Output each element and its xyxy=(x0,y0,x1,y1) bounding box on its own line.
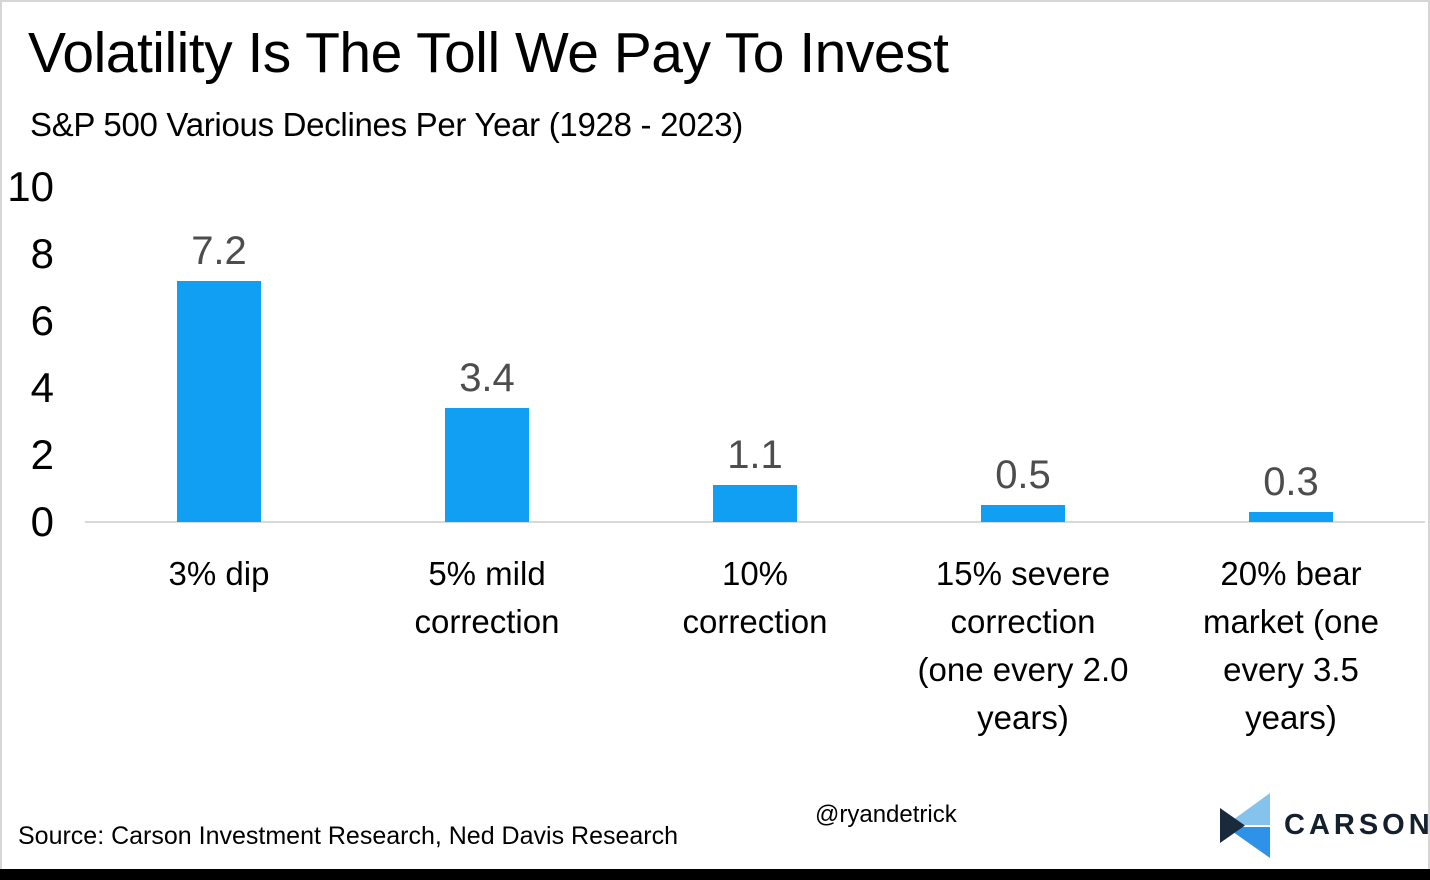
bar xyxy=(177,280,261,522)
bar-value-label: 7.2 xyxy=(191,228,247,273)
y-axis-tick-label: 4 xyxy=(30,364,54,411)
x-axis-label: 3% dip xyxy=(168,555,270,592)
chart-title: Volatility Is The Toll We Pay To Invest xyxy=(28,21,949,85)
bar-value-label: 0.3 xyxy=(1263,459,1319,504)
x-axis-label: 15% severe correction (one every 2.0 yea… xyxy=(917,555,1129,736)
x-axis-line xyxy=(85,521,1425,523)
carson-logo-text: CARSON xyxy=(1284,808,1430,841)
twitter-handle: @ryandetrick xyxy=(815,801,957,828)
y-axis-tick-label: 8 xyxy=(30,230,54,277)
y-axis-tick-label: 0 xyxy=(30,498,54,545)
bottom-strip xyxy=(0,869,1430,880)
bar-value-label: 1.1 xyxy=(727,433,783,478)
bar xyxy=(981,505,1065,522)
bar-value-label: 3.4 xyxy=(459,356,515,401)
y-axis-tick-label: 10 xyxy=(7,163,54,210)
chart-subtitle: S&P 500 Various Declines Per Year (1928 … xyxy=(30,106,743,143)
bar-value-label: 0.5 xyxy=(995,453,1051,498)
x-axis-label: 20% bear market (one every 3.5 years) xyxy=(1202,555,1380,736)
y-axis-tick-label: 2 xyxy=(30,431,54,478)
source-note: Source: Carson Investment Research, Ned … xyxy=(18,822,679,850)
carson-logo: CARSON xyxy=(1220,790,1430,860)
bar xyxy=(1249,511,1333,522)
carson-chevron-icon xyxy=(1220,792,1270,858)
x-axis-label: 10% correction xyxy=(682,555,828,640)
x-axis-label: 5% mild correction xyxy=(414,555,560,640)
bar xyxy=(445,408,529,522)
y-axis-tick-label: 6 xyxy=(30,297,54,344)
bar xyxy=(713,485,797,522)
